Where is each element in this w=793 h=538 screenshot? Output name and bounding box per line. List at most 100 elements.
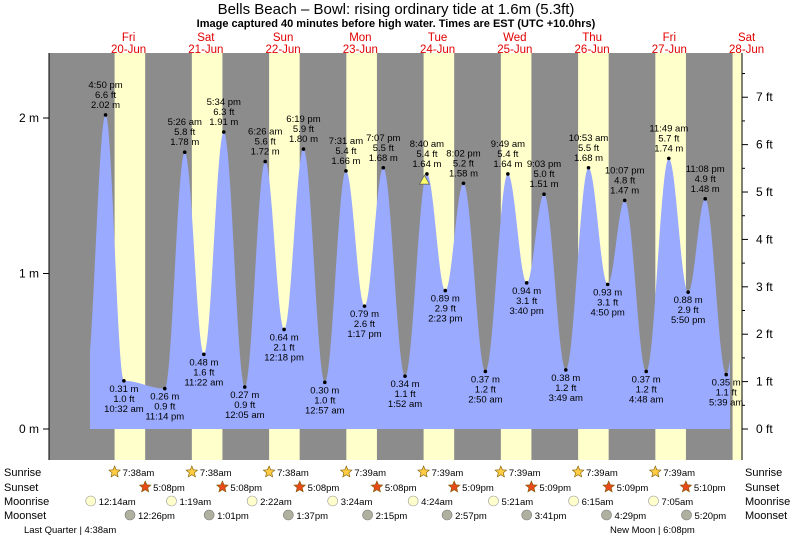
sunrise-time: 7:39am xyxy=(586,468,618,479)
day-name-label: Thu xyxy=(582,32,602,44)
tide-label: 8:40 am xyxy=(410,139,444,150)
sunset-time: 5:08pm xyxy=(153,483,185,494)
tide-point xyxy=(443,288,448,293)
tide-label: 3:49 am xyxy=(549,393,583,404)
day-name-label: Fri xyxy=(663,32,676,44)
day-date-label: 27-Jun xyxy=(652,44,687,56)
tide-label: 1.78 m xyxy=(170,137,199,148)
row-label-moonrise-right: Moonrise xyxy=(745,496,790,508)
tide-label: 1.64 m xyxy=(412,159,441,170)
tide-point xyxy=(242,385,247,389)
sunrise-time: 7:38am xyxy=(277,468,309,479)
moonrise-icon xyxy=(568,495,579,507)
tide-label: 1.72 m xyxy=(251,147,280,158)
tide-label: 0.79 m xyxy=(350,309,379,320)
tide-point xyxy=(222,130,226,134)
moonset-icon xyxy=(362,509,373,521)
sunset-icon xyxy=(524,480,538,493)
tide-label: 0.35 m xyxy=(712,378,741,389)
moonrise-time: 4:24am xyxy=(421,497,453,508)
moonset-icon xyxy=(283,509,294,521)
moonrise-time: 1:19am xyxy=(179,497,211,508)
tide-label: 2.9 ft xyxy=(678,305,699,316)
row-label-moonset-right: Moonset xyxy=(745,510,787,522)
tide-label: 5.4 ft xyxy=(335,146,356,157)
tide-label: 2:50 am xyxy=(468,394,502,405)
day-band xyxy=(732,53,742,460)
sunset-time: 5:09pm xyxy=(617,483,649,494)
tide-label: 0.37 m xyxy=(632,374,661,385)
y-tick-label-m: 1 m xyxy=(19,267,39,281)
tide-label: 1.0 ft xyxy=(314,395,335,406)
moonrise-icon xyxy=(327,495,338,507)
tide-label: 11:08 pm xyxy=(686,164,725,175)
sunrise-time: 7:39am xyxy=(509,468,541,479)
moonrise-time: 7:05am xyxy=(662,497,694,508)
moonrise-icon xyxy=(488,495,499,507)
tide-label: 1.0 ft xyxy=(113,394,134,405)
moon-phase-last-quarter: Last Quarter | 4:38am xyxy=(24,525,116,536)
sunrise-icon xyxy=(185,465,199,478)
tide-label: 9:49 am xyxy=(491,139,525,150)
tide-label: 10:32 am xyxy=(104,404,144,415)
moonrise-icon xyxy=(246,495,258,507)
day-date-label: 20-Jun xyxy=(111,44,146,56)
row-label-moonrise-left: Moonrise xyxy=(4,496,49,508)
tide-label: 1.48 m xyxy=(691,184,720,195)
tide-label: 1.74 m xyxy=(654,143,683,154)
tide-label: 4:48 am xyxy=(629,394,663,405)
tide-label: 3.1 ft xyxy=(516,296,537,307)
tide-label: 5.2 ft xyxy=(453,158,474,169)
tide-label: 5.7 ft xyxy=(658,133,679,144)
tide-label: 5.9 ft xyxy=(293,124,314,135)
tide-point xyxy=(122,378,126,383)
tide-point xyxy=(425,172,429,176)
day-name-label: Sat xyxy=(738,32,756,44)
sunset-time: 5:09pm xyxy=(462,483,494,494)
moonset-time: 2:57pm xyxy=(455,511,487,522)
row-label-moonset-left: Moonset xyxy=(4,510,46,522)
tide-label: 1.64 m xyxy=(493,159,522,170)
tide-label: 1.58 m xyxy=(449,168,478,179)
tide-label: 5:26 am xyxy=(168,117,202,128)
day-name-label: Sun xyxy=(273,32,293,44)
sunrise-time: 7:39am xyxy=(432,468,464,479)
day-name-label: Tue xyxy=(428,32,447,44)
y-tick-label-ft: 1 ft xyxy=(756,375,773,389)
sunrise-icon xyxy=(108,465,122,478)
tide-label: 4:50 pm xyxy=(88,80,122,91)
moonset-icon xyxy=(601,509,612,521)
moonset-time: 12:26pm xyxy=(138,511,175,522)
tide-label: 0.9 ft xyxy=(234,400,255,411)
tide-label: 3.1 ft xyxy=(597,297,618,308)
sunrise-icon xyxy=(417,465,431,478)
tide-point xyxy=(666,156,671,161)
sunset-icon xyxy=(447,480,461,493)
tide-label: 0.93 m xyxy=(593,287,622,298)
sunset-time: 5:08pm xyxy=(230,483,262,494)
tide-label: 5.5 ft xyxy=(373,143,394,154)
day-date-label: 22-Jun xyxy=(266,44,301,56)
sunset-time: 5:09pm xyxy=(539,483,571,494)
tide-label: 1.80 m xyxy=(289,134,318,145)
moonrise-time: 12:14am xyxy=(99,497,136,508)
y-tick-label-ft: 0 ft xyxy=(756,422,773,436)
tide-label: 1.68 m xyxy=(369,153,398,164)
tide-label: 0.37 m xyxy=(471,374,500,385)
tide-label: 12:05 am xyxy=(225,410,265,421)
day-date-label: 26-Jun xyxy=(575,44,610,56)
moonset-time: 1:01pm xyxy=(217,511,249,522)
sunrise-icon xyxy=(339,465,353,478)
tide-label: 0.38 m xyxy=(551,373,580,384)
moonset-time: 2:15pm xyxy=(376,511,408,522)
tide-curve xyxy=(90,115,731,430)
astronomy-rows: 7:38am 7:38am 7:38am 7:39am 7:39am 7:39am 7:39… xyxy=(85,465,726,522)
sunrise-time: 7:38am xyxy=(123,468,155,479)
tide-label: 9:03 pm xyxy=(527,159,561,170)
y-tick-label-ft: 5 ft xyxy=(756,185,773,199)
y-tick-label-ft: 2 ft xyxy=(756,327,773,341)
tide-label: 4.8 ft xyxy=(614,175,635,186)
moonset-time: 1:37pm xyxy=(296,511,328,522)
moonrise-icon xyxy=(648,495,659,507)
